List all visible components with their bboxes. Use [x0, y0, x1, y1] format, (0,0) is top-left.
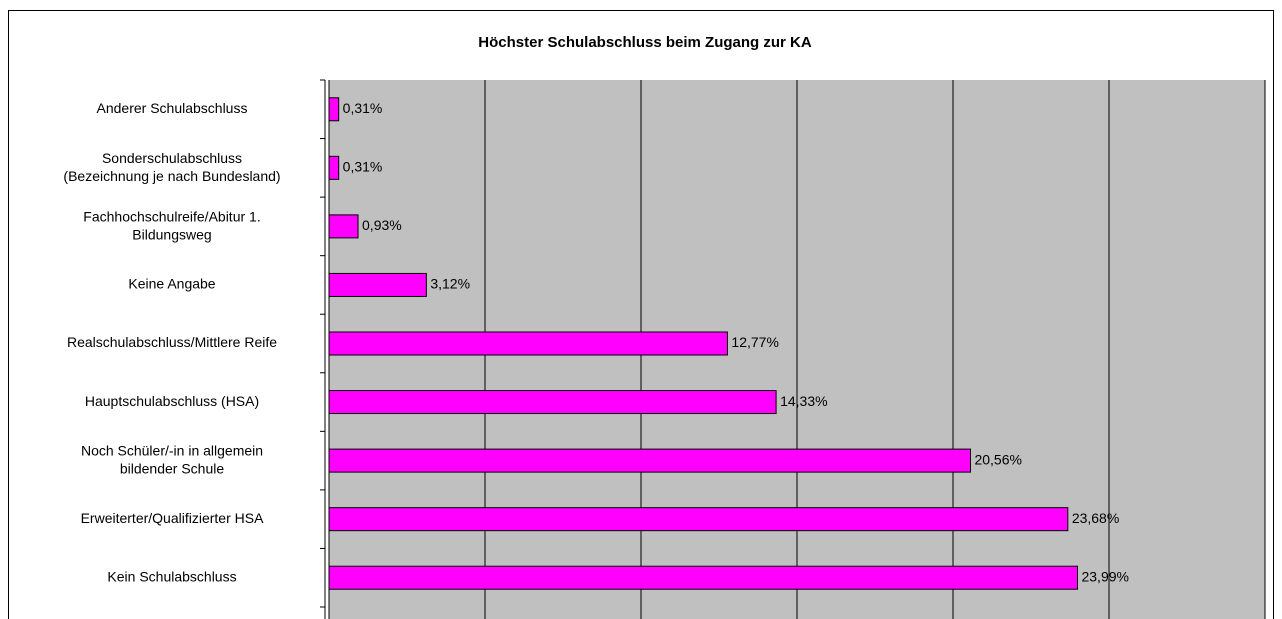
value-label: 12,77%	[731, 334, 778, 350]
y-tick-label: Erweiterter/Qualifizierter HSA	[81, 510, 264, 526]
value-label: 23,68%	[1072, 510, 1119, 526]
bar	[328, 448, 971, 473]
bar	[328, 97, 340, 122]
value-label: 0,31%	[343, 159, 383, 175]
bar	[328, 390, 777, 415]
bar	[328, 331, 728, 356]
value-label: 0,31%	[343, 100, 383, 116]
bar	[328, 214, 359, 239]
value-label: 14,33%	[780, 393, 827, 409]
chart-title: Höchster Schulabschluss beim Zugang zur …	[478, 34, 812, 51]
y-tick-label: Sonderschulabschluss (Bezeichnung je nach…	[63, 150, 280, 184]
y-tick-label: Realschulabschluss/Mittlere Reife	[67, 334, 277, 350]
bar	[328, 565, 1078, 590]
value-label: 20,56%	[974, 451, 1021, 467]
y-tick-label: Fachhochschulreife/Abitur 1. Bildungsweg	[83, 208, 260, 242]
bar	[328, 272, 427, 297]
y-tick-label: Keine Angabe	[128, 276, 215, 292]
y-tick-label: Hauptschulabschluss (HSA)	[85, 393, 259, 409]
value-label: 23,99%	[1081, 568, 1128, 584]
y-tick-label: Kein Schulabschluss	[107, 568, 236, 584]
bar	[328, 507, 1069, 532]
bar	[328, 155, 340, 180]
value-label: 3,12%	[430, 276, 470, 292]
y-tick-label: Noch Schüler/-in in allgemein bildender S…	[81, 442, 263, 476]
value-label: 0,93%	[362, 217, 402, 233]
y-tick-label: Anderer Schulabschluss	[97, 100, 248, 116]
